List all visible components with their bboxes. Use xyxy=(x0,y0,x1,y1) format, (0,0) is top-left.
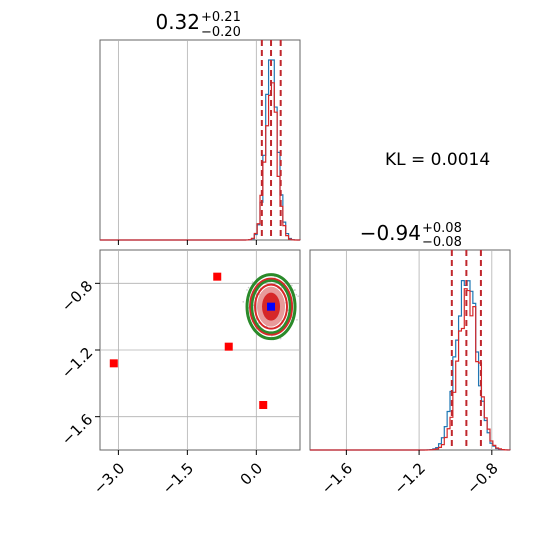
markers xyxy=(109,272,276,409)
red-square-marker xyxy=(224,342,233,351)
y-ticks: −0.8 −1.2 −1.6 xyxy=(58,277,100,449)
sample-point xyxy=(293,289,296,291)
x-tick-label: −3.0 xyxy=(90,459,128,497)
quantile-lines xyxy=(260,40,282,240)
red-square-marker xyxy=(213,272,222,281)
histogram-line xyxy=(310,288,511,451)
grid xyxy=(117,40,257,240)
sample-point xyxy=(291,284,293,287)
x-ticks xyxy=(117,240,257,245)
sample-point xyxy=(246,289,248,291)
x-tick-label: −1.2 xyxy=(390,459,428,497)
histogram-panel-x: 0.32 +0.21 −0.20 xyxy=(99,10,301,245)
title-x-plus: +0.21 xyxy=(201,10,241,25)
contour-ring xyxy=(250,279,292,334)
x-ticks: −1.6 −1.2 −0.8 xyxy=(318,450,502,498)
sample-point xyxy=(279,337,282,340)
x-ticks: −3.0 −1.5 0.0 xyxy=(90,450,266,498)
histogram-line xyxy=(100,82,301,241)
panel-frame xyxy=(99,39,301,241)
blue-square-marker xyxy=(267,302,276,311)
y-tick-label: −0.8 xyxy=(58,277,96,315)
x-tick-label: 0.0 xyxy=(237,459,267,489)
histogram-panel-y: −1.6 −1.2 −0.8 −0.94 +0.08 −0.08 xyxy=(309,221,511,498)
red-square-marker xyxy=(259,401,268,409)
contour-ring xyxy=(245,273,297,341)
y-tick-label: −1.2 xyxy=(58,344,96,382)
quantile-lines xyxy=(450,250,482,450)
sample-point xyxy=(247,286,250,289)
title-y-plus: +0.08 xyxy=(422,221,462,236)
kl-annotation: KL = 0.0014 xyxy=(385,150,490,170)
sample-point xyxy=(297,295,299,297)
title-y-value: −0.94 xyxy=(360,221,421,245)
contour-ring xyxy=(249,277,294,336)
red-square-marker xyxy=(109,359,118,368)
grid xyxy=(345,250,493,450)
x-tick-label: −1.6 xyxy=(318,459,356,497)
title-y-minus: −0.08 xyxy=(422,235,462,250)
title-x-value: 0.32 xyxy=(155,10,200,34)
panel-frame xyxy=(309,249,511,451)
sample-point xyxy=(295,293,298,296)
histogram-series xyxy=(100,59,301,241)
sample-point xyxy=(296,319,298,321)
contour-ring xyxy=(254,283,289,330)
y-tick-label: −1.6 xyxy=(58,410,96,448)
sample-point xyxy=(242,301,245,303)
title-x-minus: −0.20 xyxy=(201,25,241,40)
sample-point xyxy=(251,281,254,283)
scatter-panel: −3.0 −1.5 0.0 −0.8 −1.2 −1.6 xyxy=(58,249,301,498)
histogram-series xyxy=(310,280,511,451)
x-tick-label: −1.5 xyxy=(159,459,197,497)
x-tick-label: −0.8 xyxy=(463,459,501,497)
